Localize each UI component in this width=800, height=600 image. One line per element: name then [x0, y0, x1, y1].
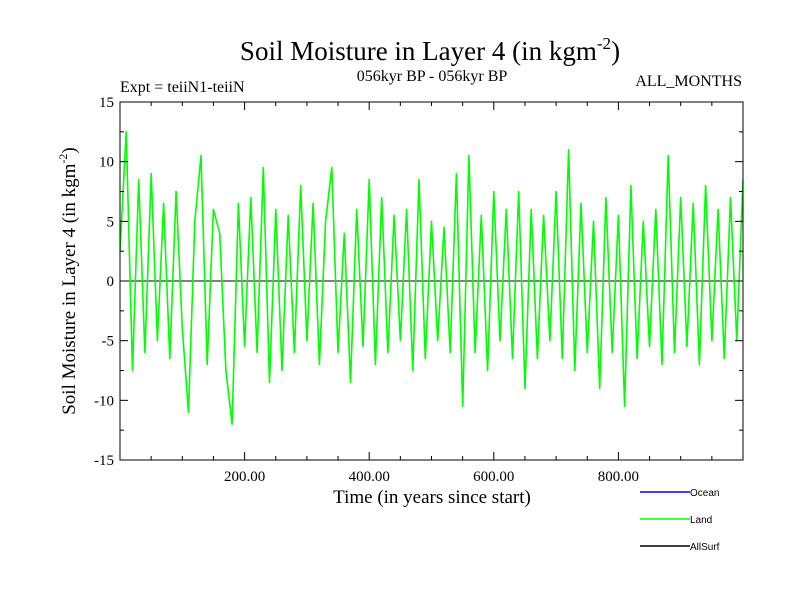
- y-tick-label: -5: [102, 334, 115, 350]
- y-tick-label: 5: [107, 214, 115, 230]
- legend-label-land: Land: [690, 515, 712, 526]
- chart-title-superscript: -2: [597, 34, 611, 53]
- series-line-land: [120, 131, 743, 425]
- y-tick-label: 15: [99, 95, 114, 111]
- subtitle-left: Expt = teiiN1-teiiN: [120, 79, 245, 96]
- y-tick-label: -15: [94, 453, 114, 469]
- x-axis-label: Time (in years since start): [333, 487, 531, 508]
- y-tick-label: 0: [107, 274, 115, 290]
- y-tick-label: -10: [94, 393, 114, 409]
- x-tick-label: 600.00: [473, 469, 514, 485]
- legend-label-ocean: Ocean: [690, 488, 719, 499]
- y-tick-label: 10: [99, 155, 114, 171]
- chart-title: Soil Moisture in Layer 4 (in kgm-2): [240, 34, 620, 66]
- y-axis-label: Soil Moisture in Layer 4 (in kgm-2): [56, 147, 80, 415]
- x-axis: 200.00 400.00 600.00 800.00: [119, 102, 744, 485]
- x-tick-label: 800.00: [598, 469, 639, 485]
- legend: Ocean Land AllSurf: [640, 488, 720, 553]
- subtitle-right: ALL_MONTHS: [635, 73, 742, 90]
- series-group: [120, 131, 743, 425]
- legend-label-allsurf: AllSurf: [690, 542, 720, 553]
- y-axis-label-tail: ): [59, 147, 80, 153]
- y-axis-label-superscript: -2: [56, 154, 70, 164]
- chart-title-tail: ): [611, 36, 620, 66]
- y-axis: -15 -10 -5 0 5 10 15: [94, 95, 743, 469]
- subtitle-center: 056kyr BP - 056kyr BP: [357, 68, 508, 85]
- x-tick-label: 400.00: [349, 469, 390, 485]
- x-tick-label: 200.00: [224, 469, 265, 485]
